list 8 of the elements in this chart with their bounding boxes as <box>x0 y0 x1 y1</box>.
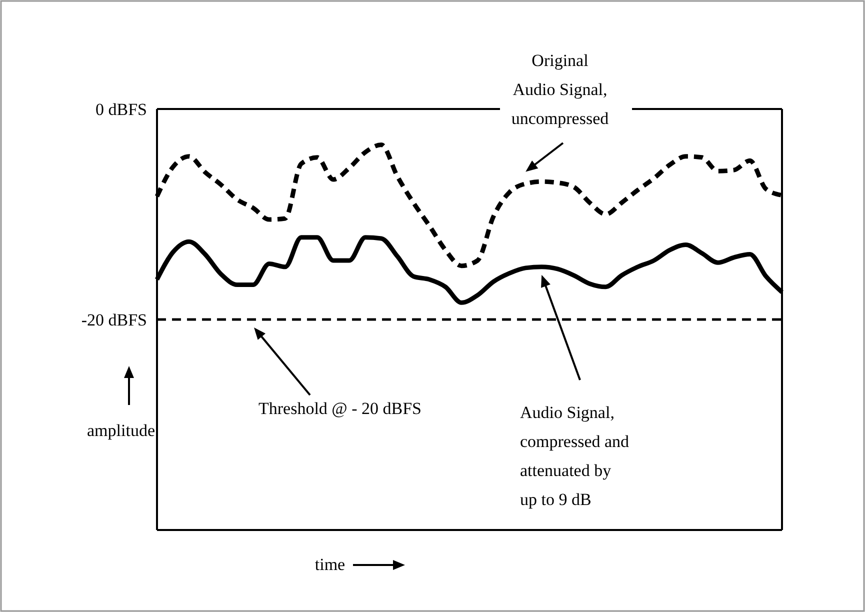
annotation: Audio Signal, compressed and attenuated by up to 9 dB <box>520 403 630 509</box>
y-tick-label: -20 dBFS <box>81 310 147 330</box>
annotation: Original Audio Signal, uncompressed <box>511 51 610 128</box>
x-axis-title: time <box>314 555 346 574</box>
y-axis-title: amplitude <box>87 421 155 440</box>
line-series <box>154 235 784 305</box>
annotation: Threshold @ - 20 dBFS <box>258 399 422 418</box>
y-tick-label: 0 dBFS <box>96 100 147 119</box>
